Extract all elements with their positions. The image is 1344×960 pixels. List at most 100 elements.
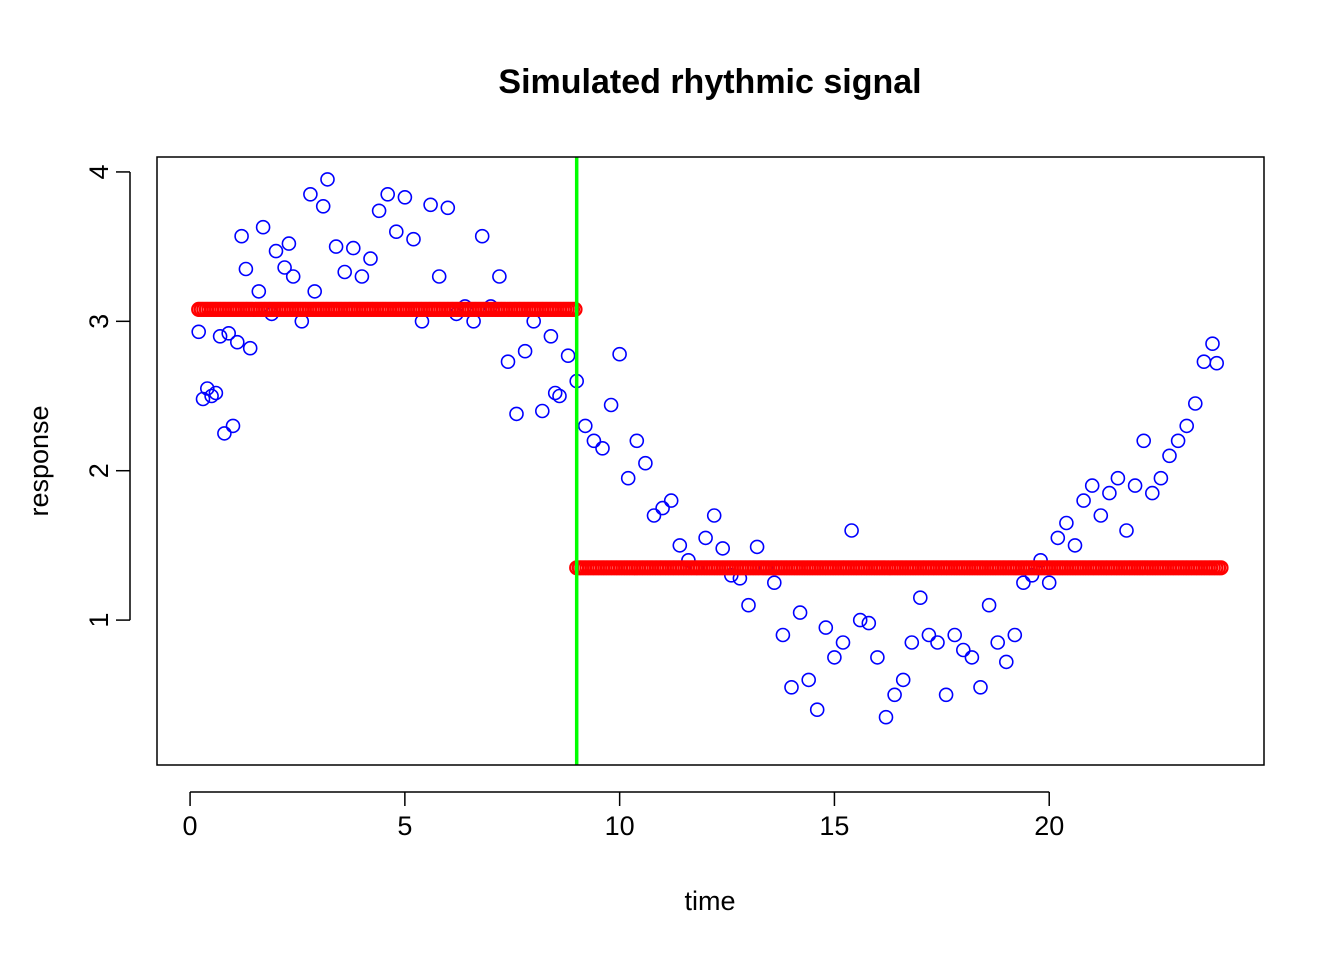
observed-point (706, 508, 722, 523)
y-axis-label: response (24, 405, 54, 516)
observed-point (440, 200, 456, 216)
x-axis-label: time (684, 886, 735, 916)
observed-point (303, 187, 318, 202)
observed-point (1076, 493, 1091, 508)
y-axis: 1 2 3 4 (84, 164, 131, 628)
observed-point (629, 433, 645, 449)
observed-point (741, 597, 756, 613)
observed-point (431, 269, 447, 284)
observed-point (1179, 418, 1194, 434)
observed-point (204, 388, 219, 404)
y-tick-label: 4 (84, 164, 114, 179)
observed-point (238, 261, 254, 277)
observed-point (217, 426, 232, 441)
observed-point (775, 627, 791, 643)
observed-point (315, 199, 331, 214)
observed-point (380, 187, 396, 202)
observed-point (646, 508, 662, 523)
observed-point (878, 709, 894, 725)
observed-point (1041, 575, 1057, 591)
observed-point (221, 325, 236, 341)
plot-frame (156, 156, 1265, 766)
observed-point (337, 264, 353, 280)
observed-series (191, 172, 1224, 725)
observed-point (560, 348, 576, 364)
observed-point (938, 687, 954, 703)
observed-point (861, 615, 877, 631)
observed-point (517, 343, 533, 359)
observed-point (595, 440, 610, 456)
observed-point (251, 284, 267, 299)
observed-point (423, 197, 438, 213)
observed-point (225, 418, 241, 434)
observed-point (277, 260, 292, 275)
observed-point (749, 539, 765, 555)
observed-point (973, 679, 988, 695)
observed-point (766, 575, 782, 591)
observed-point (208, 385, 224, 401)
observed-point (1209, 355, 1224, 371)
observed-point (552, 388, 567, 404)
observed-point (255, 219, 271, 235)
observed-point (921, 627, 937, 643)
observed-point (990, 635, 1006, 650)
fitted-series (191, 301, 1229, 576)
x-tick-label: 20 (1034, 811, 1064, 841)
observed-point (818, 620, 834, 635)
observed-point (285, 269, 301, 284)
observed-point (1007, 627, 1023, 643)
observed-point (663, 493, 679, 508)
observed-point (844, 523, 859, 538)
y-tick-label: 3 (84, 314, 114, 329)
observed-point (1102, 485, 1117, 501)
observed-point (354, 269, 370, 284)
x-axis: 0 5 10 15 20 (183, 791, 1064, 841)
observed-point (268, 243, 284, 259)
observed-point (200, 381, 215, 396)
x-tick-label: 10 (605, 811, 635, 841)
observed-point (371, 203, 387, 219)
observed-point (345, 240, 361, 256)
observed-point (998, 654, 1014, 670)
observed-point (234, 228, 249, 244)
y-tick-label: 2 (84, 463, 114, 478)
observed-point (1153, 470, 1169, 486)
observed-point (543, 328, 559, 344)
plot-area (156, 156, 1265, 766)
observed-point (191, 324, 206, 340)
fitted-point (1213, 560, 1229, 576)
observed-point (500, 354, 516, 370)
observed-point (835, 635, 851, 650)
observed-point (930, 635, 945, 650)
observed-point (672, 538, 688, 553)
observed-point (577, 418, 593, 434)
observed-point (809, 702, 825, 718)
observed-point (1205, 336, 1220, 352)
observed-point (964, 650, 980, 665)
observed-point (1016, 575, 1031, 591)
observed-point (281, 236, 297, 251)
observed-point (620, 470, 636, 486)
observed-point (912, 590, 928, 606)
observed-point (715, 541, 731, 556)
observed-point (1145, 485, 1160, 501)
observed-point (397, 190, 413, 205)
observed-point (1188, 396, 1203, 411)
observed-point (474, 228, 490, 244)
observed-point (698, 530, 713, 546)
observed-point (242, 340, 258, 356)
observed-point (852, 612, 868, 628)
observed-point (603, 397, 619, 413)
observed-point (1119, 523, 1134, 538)
observed-point (406, 231, 421, 247)
observed-point (509, 406, 524, 422)
observed-point (534, 403, 550, 419)
observed-point (1162, 448, 1177, 464)
observed-point (904, 635, 920, 650)
observed-point (955, 642, 971, 658)
observed-point (1093, 508, 1109, 523)
observed-point (947, 627, 963, 643)
observed-point (792, 605, 808, 620)
observed-point (801, 672, 817, 688)
observed-point (492, 269, 507, 284)
